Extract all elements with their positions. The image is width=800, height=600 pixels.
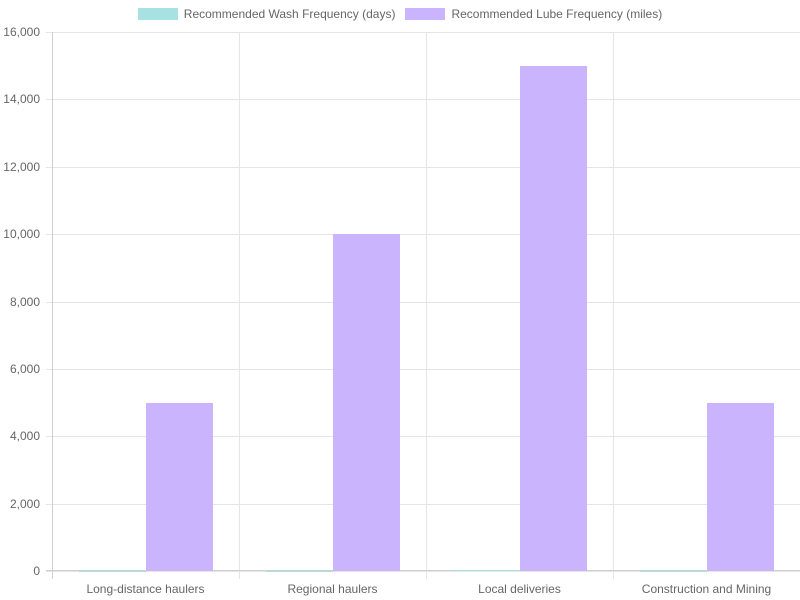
legend-label-lube: Recommended Lube Frequency (miles) (451, 7, 663, 21)
gridline-horizontal (46, 32, 800, 33)
x-tick-label: Local deliveries (478, 582, 561, 596)
y-tick-label: 6,000 (9, 361, 40, 376)
bar-lube[interactable] (145, 402, 213, 571)
y-tick-label: 2,000 (9, 496, 40, 511)
y-tick-label: 8,000 (9, 294, 40, 309)
gridline-horizontal (46, 234, 800, 236)
x-tick-label: Regional haulers (287, 582, 378, 596)
gridline-horizontal (46, 99, 800, 101)
plot-area: 0 2,000 4,000 6,000 8,000 10,000 12,000 14,000 1… (3, 25, 800, 596)
gridline-horizontal (46, 368, 800, 370)
y-tick-label: 14,000 (3, 92, 40, 107)
x-tick-label: Long-distance haulers (86, 582, 205, 596)
y-tick-label: 16,000 (3, 25, 40, 39)
bar-lube[interactable] (519, 65, 587, 571)
chart-legend: Recommended Wash Frequency (days) Recomm… (0, 7, 800, 21)
gridline-vertical (239, 32, 240, 579)
x-axis (46, 570, 800, 571)
gridline-horizontal (46, 436, 800, 438)
gridline-horizontal (46, 503, 800, 505)
legend-label-wash: Recommended Wash Frequency (days) (183, 7, 396, 21)
legend-item-lube[interactable]: Recommended Lube Frequency (miles) (405, 7, 662, 21)
y-axis (52, 32, 53, 579)
bar-lube[interactable] (332, 234, 400, 571)
legend-swatch-wash (137, 8, 178, 20)
gridline-horizontal (46, 301, 800, 303)
gridline-vertical (613, 32, 614, 579)
y-tick-label: 4,000 (9, 429, 40, 444)
gridline-vertical (426, 32, 427, 579)
legend-swatch-lube (405, 8, 446, 20)
gridline-horizontal (46, 166, 800, 168)
y-tick-label: 10,000 (3, 227, 40, 242)
bar-wash[interactable] (452, 570, 520, 571)
bar-lube[interactable] (706, 402, 774, 571)
x-tick-label: Construction and Mining (641, 582, 772, 596)
y-tick-label: 0 (33, 564, 40, 578)
gridline-horizontal (46, 571, 800, 572)
y-tick-label: 12,000 (3, 159, 40, 174)
legend-item-wash[interactable]: Recommended Wash Frequency (days) (137, 7, 396, 21)
